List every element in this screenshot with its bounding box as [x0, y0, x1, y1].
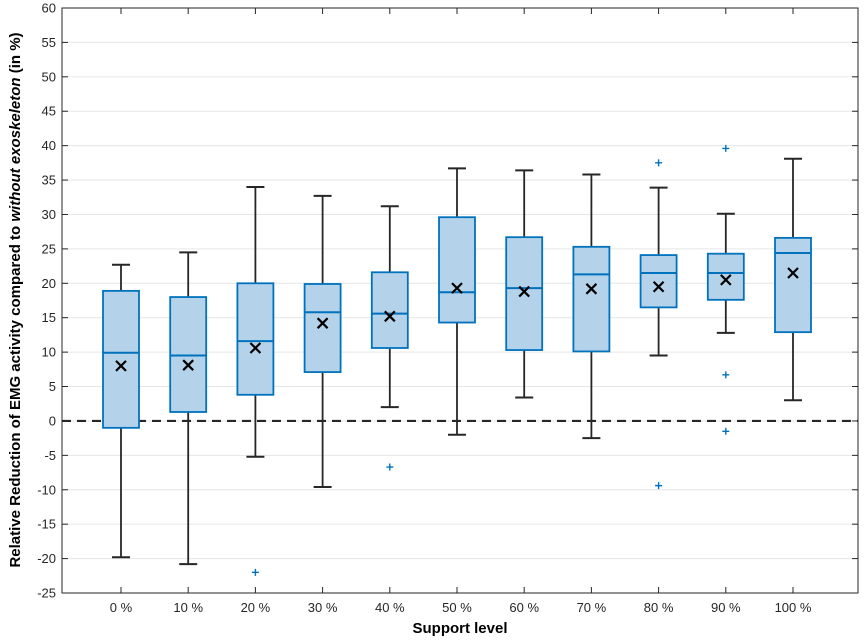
x-tick-label: 0 % — [110, 600, 133, 615]
mean-marker — [518, 285, 530, 298]
y-tick-label: 55 — [42, 35, 56, 50]
outlier-marker — [722, 371, 730, 379]
mean-marker — [585, 283, 598, 295]
mean-marker — [182, 359, 194, 371]
iqr-box — [505, 236, 544, 351]
iqr-box — [102, 289, 140, 429]
box-8 — [572, 173, 611, 440]
x-tick-label: 30 % — [308, 600, 338, 615]
y-tick-label: -25 — [37, 586, 56, 601]
x-tick-label: 10 % — [173, 600, 203, 615]
box-11 — [774, 157, 812, 402]
iqr-box — [169, 296, 208, 413]
y-tick-label: 60 — [42, 1, 56, 16]
y-axis-label-part-2: without exoskeleton — [7, 77, 24, 221]
y-tick-label: 35 — [42, 173, 56, 188]
x-tick-label: 20 % — [241, 600, 271, 615]
y-tick-label: 45 — [42, 104, 56, 119]
outlier-marker — [251, 568, 259, 576]
y-axis-label: Relative Reduction of EMG activity compa… — [7, 32, 24, 567]
outlier-marker — [386, 463, 394, 471]
box-1 — [102, 263, 140, 559]
box-9 — [639, 159, 678, 490]
y-tick-label: 50 — [42, 69, 56, 84]
iqr-box — [438, 216, 476, 324]
box-6 — [438, 167, 476, 436]
mean-marker — [384, 310, 396, 323]
box-7 — [505, 169, 544, 399]
iqr-box — [572, 245, 611, 353]
y-tick-label: 30 — [42, 207, 56, 222]
iqr-box — [236, 282, 275, 396]
iqr-box — [706, 252, 745, 301]
box-3 — [236, 185, 275, 576]
x-tick-label: 50 % — [442, 600, 472, 615]
y-axis-label-part-1: Relative Reduction of EMG activity compa… — [7, 222, 24, 568]
y-tick-label: 25 — [42, 241, 56, 256]
x-axis-label: Support level — [412, 620, 507, 637]
x-tick-label: 80 % — [644, 600, 674, 615]
y-tick-label: -20 — [37, 551, 56, 566]
outlier-marker — [655, 482, 663, 490]
y-tick-label: 5 — [49, 379, 56, 394]
y-tick-label: 40 — [42, 138, 56, 153]
x-tick-label: 60 % — [509, 600, 539, 615]
box-10 — [706, 144, 745, 435]
mean-marker — [451, 282, 463, 294]
y-axis: -25 -20 -15 -10 -5 0 5 10 15 20 25 30 35 40 45 50 55 60 — [37, 1, 858, 601]
y-tick-label: 0 — [49, 413, 56, 428]
iqr-box — [303, 283, 342, 373]
y-tick-label: 20 — [42, 276, 56, 291]
box-4 — [303, 194, 342, 489]
mean-marker — [652, 280, 665, 293]
mean-marker — [787, 267, 799, 279]
x-tick-label: 90 % — [711, 600, 741, 615]
outlier-marker — [722, 427, 730, 435]
box-5 — [370, 205, 409, 471]
y-tick-label: 10 — [42, 345, 56, 360]
x-tick-label: 70 % — [577, 600, 607, 615]
y-tick-label: 15 — [42, 310, 56, 325]
x-tick-label: 40 % — [375, 600, 405, 615]
x-axis: 0 % 10 % 20 % 30 % 40 % 50 % 60 % 70 % 80 % 90 % 1… — [110, 8, 812, 615]
iqr-box — [370, 271, 409, 349]
x-tick-label: 100 % — [775, 600, 812, 615]
plot-frame — [61, 7, 859, 594]
iqr-box — [639, 254, 678, 309]
outlier-marker — [655, 159, 663, 167]
y-tick-label: -15 — [37, 517, 56, 532]
box-series — [102, 144, 812, 576]
mean-marker — [316, 317, 329, 329]
mean-marker — [720, 274, 732, 286]
y-axis-label-part-3: (in %) — [7, 32, 24, 77]
mean-marker — [249, 342, 262, 354]
y-tick-label: -10 — [37, 482, 56, 497]
outlier-marker — [722, 144, 730, 152]
box-2 — [169, 251, 208, 566]
mean-marker — [115, 360, 127, 372]
y-tick-label: -5 — [44, 448, 56, 463]
